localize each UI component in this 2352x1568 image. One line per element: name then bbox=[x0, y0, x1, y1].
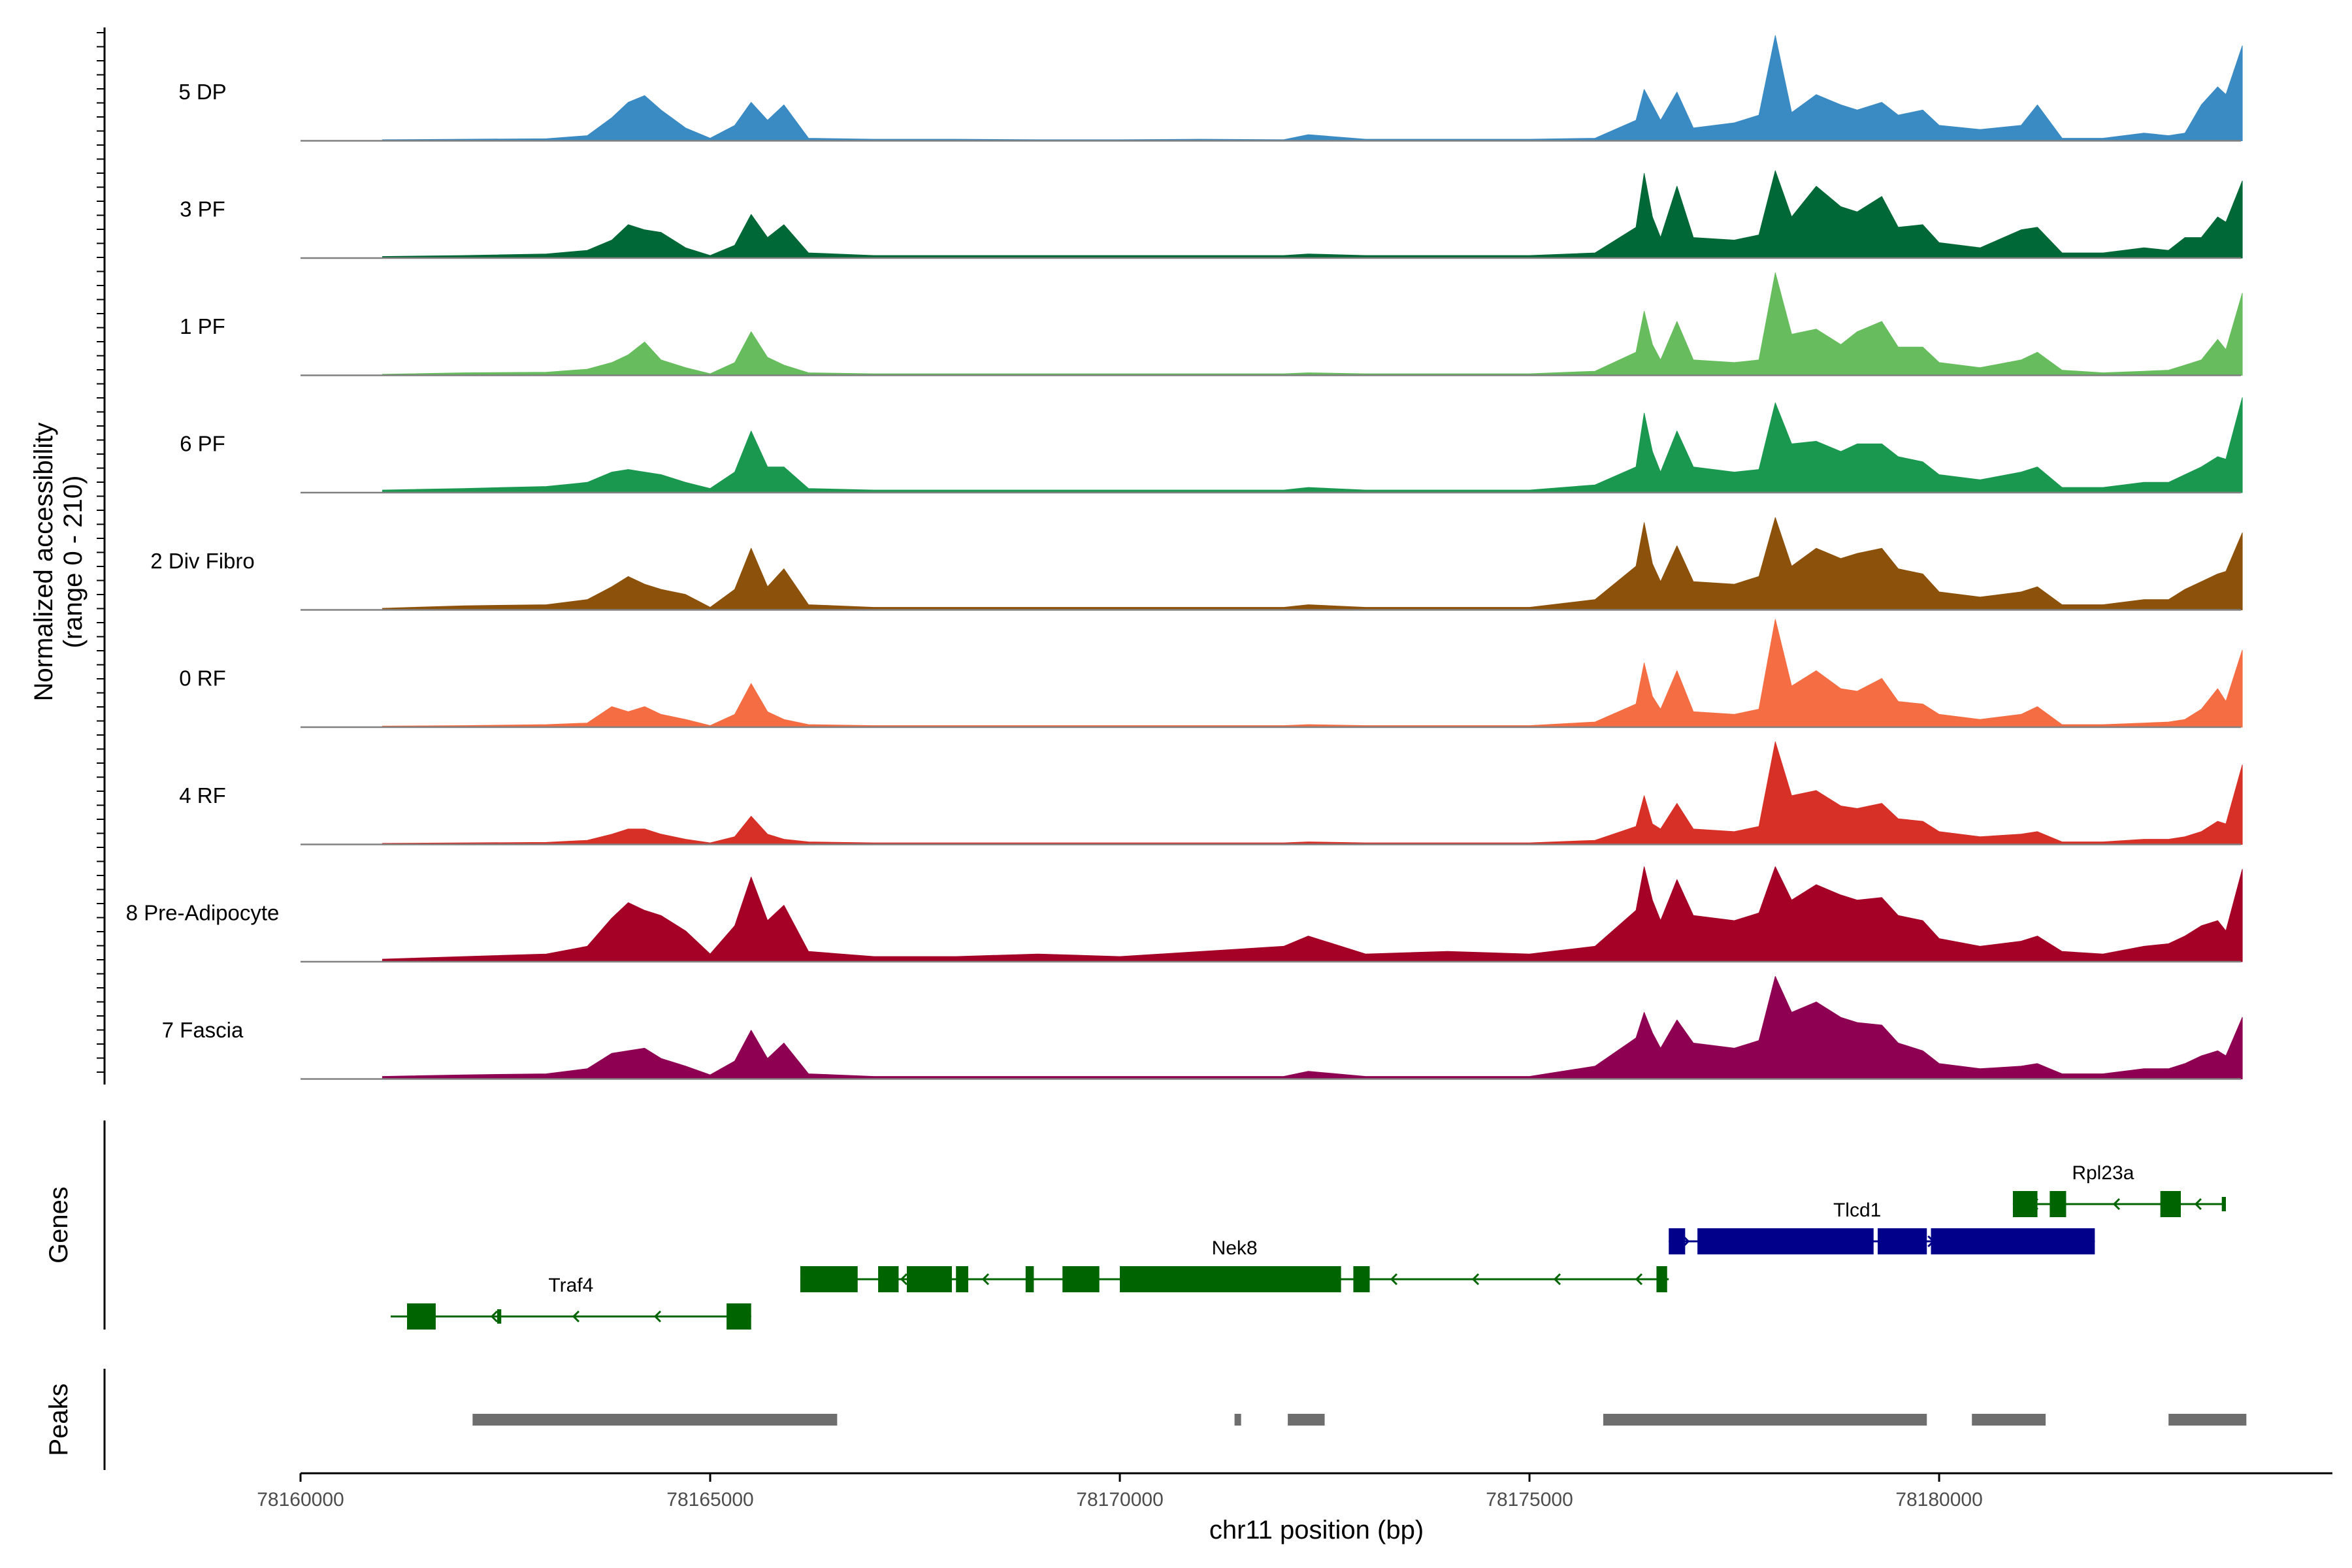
x-tick-label: 78170000 bbox=[1076, 1489, 1163, 1511]
strand-arrow bbox=[2112, 1198, 2120, 1211]
x-axis-ticks: 78160000 78165000 78170000 78175000 78180000 bbox=[257, 1473, 1983, 1511]
track-label: 6 PF bbox=[180, 432, 225, 456]
exon bbox=[2012, 1191, 2038, 1217]
gene-track: Traf4 Nek8 Tlcd1 Rpl23a bbox=[390, 1162, 2226, 1330]
track-8-pre-adipocyte: 8 Pre-Adipocyte bbox=[126, 866, 2243, 963]
track-label: 1 PF bbox=[180, 314, 225, 338]
genes-axis-title: Genes bbox=[44, 1186, 73, 1264]
peak bbox=[472, 1414, 838, 1426]
exon bbox=[2050, 1191, 2066, 1217]
track-5-dp: 5 DP bbox=[178, 35, 2243, 142]
x-axis-title: chr11 position (bp) bbox=[1209, 1516, 1424, 1544]
exon bbox=[1062, 1266, 1100, 1292]
track-0-rf: 0 RF bbox=[179, 619, 2243, 728]
gene-nek8: Nek8 bbox=[800, 1237, 1669, 1292]
coverage-area bbox=[382, 741, 2243, 845]
exon bbox=[906, 1266, 952, 1292]
strand-arrow bbox=[1553, 1273, 1561, 1286]
track-label: 0 RF bbox=[179, 666, 226, 691]
y-axis-title: Normalized accessibility bbox=[29, 423, 58, 702]
peak bbox=[1972, 1414, 2046, 1426]
peak bbox=[1603, 1414, 1927, 1426]
x-tick-label: 78180000 bbox=[1895, 1489, 1982, 1511]
exon bbox=[1120, 1266, 1341, 1292]
track-label: 4 RF bbox=[179, 783, 226, 808]
peak bbox=[1288, 1414, 1325, 1426]
exon bbox=[1656, 1266, 1667, 1292]
strand-arrow bbox=[572, 1310, 580, 1323]
gene-rpl23a: Rpl23a bbox=[2012, 1162, 2226, 1217]
strand-arrow bbox=[653, 1310, 662, 1323]
track-6-pf: 6 PF bbox=[180, 397, 2243, 494]
track-2-div-fibro: 2 Div Fibro bbox=[150, 517, 2243, 611]
exon bbox=[407, 1303, 436, 1330]
y-axis-range: (range 0 - 210) bbox=[59, 476, 88, 649]
coverage-area bbox=[382, 170, 2243, 259]
strand-arrow bbox=[1471, 1273, 1480, 1286]
coverage-area bbox=[382, 397, 2243, 493]
exon bbox=[800, 1266, 858, 1292]
strand-arrow bbox=[900, 1273, 908, 1286]
peaks-axis-title: Peaks bbox=[44, 1383, 73, 1456]
accessibility-tracks: 5 DP 3 PF 1 PF 6 PF 2 Div Fibro 0 RF 4 RF 8 Pre… bbox=[126, 35, 2243, 1080]
exon bbox=[2160, 1191, 2181, 1217]
coverage-area bbox=[382, 619, 2243, 728]
track-label: 5 DP bbox=[178, 80, 226, 104]
gene-label: Nek8 bbox=[1212, 1237, 1258, 1259]
strand-arrow bbox=[2194, 1198, 2202, 1211]
gene-label: Tlcd1 bbox=[1833, 1200, 1881, 1221]
track-3-pf: 3 PF bbox=[180, 170, 2243, 259]
x-tick-label: 78165000 bbox=[666, 1489, 753, 1511]
track-label: 3 PF bbox=[180, 197, 225, 221]
x-tick-label: 78160000 bbox=[257, 1489, 344, 1511]
coverage-area bbox=[382, 975, 2243, 1079]
strand-arrow bbox=[1390, 1273, 1398, 1286]
coverage-area bbox=[382, 35, 2243, 141]
gene-traf4: Traf4 bbox=[390, 1275, 751, 1330]
coverage-area bbox=[382, 272, 2243, 376]
track-label: 8 Pre-Adipocyte bbox=[126, 901, 280, 925]
peak bbox=[2168, 1414, 2247, 1426]
coverage-area bbox=[382, 866, 2243, 962]
peak bbox=[1234, 1414, 1241, 1426]
track-7-fascia: 7 Fascia bbox=[162, 975, 2243, 1080]
exon bbox=[2221, 1197, 2226, 1211]
strand-arrow bbox=[1635, 1273, 1643, 1286]
track-label: 2 Div Fibro bbox=[150, 549, 255, 573]
coverage-area bbox=[382, 517, 2243, 610]
exon bbox=[497, 1309, 502, 1324]
track-1-pf: 1 PF bbox=[180, 272, 2243, 376]
strand-arrow bbox=[981, 1273, 990, 1286]
y-axis-ticks bbox=[97, 32, 105, 1073]
gene-tlcd1: Tlcd1 bbox=[1669, 1200, 2095, 1254]
x-tick-label: 78175000 bbox=[1486, 1489, 1573, 1511]
track-label: 7 Fascia bbox=[162, 1018, 244, 1042]
exon bbox=[727, 1303, 751, 1330]
gene-label: Rpl23a bbox=[2072, 1162, 2134, 1184]
strand-arrow bbox=[490, 1310, 498, 1323]
exon bbox=[1697, 1228, 1874, 1254]
exon bbox=[956, 1266, 969, 1292]
exon bbox=[1353, 1266, 1370, 1292]
exon bbox=[1878, 1228, 1927, 1254]
track-4-rf: 4 RF bbox=[179, 741, 2243, 845]
exon bbox=[878, 1266, 899, 1292]
exon bbox=[1669, 1228, 1686, 1254]
exon bbox=[1931, 1228, 2095, 1254]
peak-track bbox=[472, 1414, 2247, 1426]
gene-label: Traf4 bbox=[548, 1275, 593, 1296]
exon bbox=[1025, 1266, 1034, 1292]
